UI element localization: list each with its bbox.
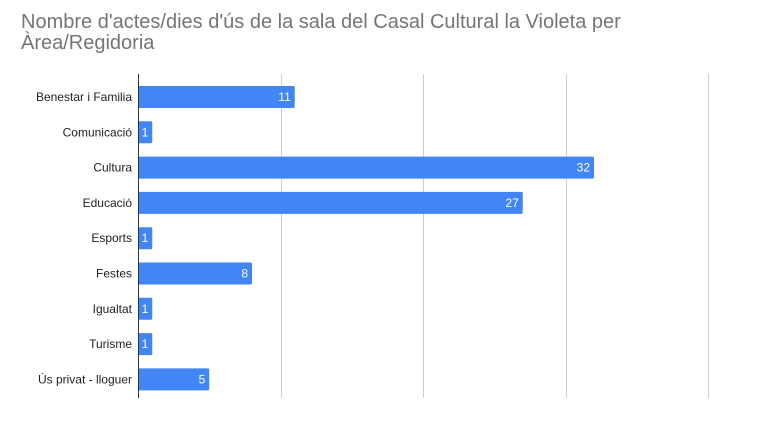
category-label: Igualtat (93, 302, 133, 316)
data-label: 1 (142, 125, 149, 139)
category-label: Comunicació (63, 125, 133, 139)
category-label: Turisme (89, 337, 132, 351)
bar (138, 156, 594, 179)
data-label: 27 (505, 196, 519, 210)
data-label: 5 (199, 372, 206, 386)
data-label: 11 (278, 90, 291, 104)
bar (138, 121, 153, 144)
bar (138, 368, 210, 391)
bar (138, 227, 153, 250)
category-label: Cultura (93, 161, 132, 175)
data-label: 1 (142, 231, 149, 245)
bar (138, 86, 295, 108)
bar (138, 333, 153, 356)
data-label: 1 (142, 302, 149, 316)
data-label: 8 (241, 267, 248, 281)
data-label: 1 (142, 337, 149, 351)
category-label: Esports (91, 231, 132, 245)
category-label: Ús privat - lloguer (38, 371, 132, 386)
data-label: 32 (577, 161, 591, 175)
bar (138, 191, 523, 214)
category-label: Festes (96, 267, 132, 281)
bar (138, 297, 153, 320)
chart-title: Nombre d'actes/dies d'ús de la sala del … (21, 11, 621, 54)
category-label: Educació (83, 196, 133, 210)
bar (138, 262, 252, 285)
category-label: Benestar i Familia (36, 90, 132, 104)
